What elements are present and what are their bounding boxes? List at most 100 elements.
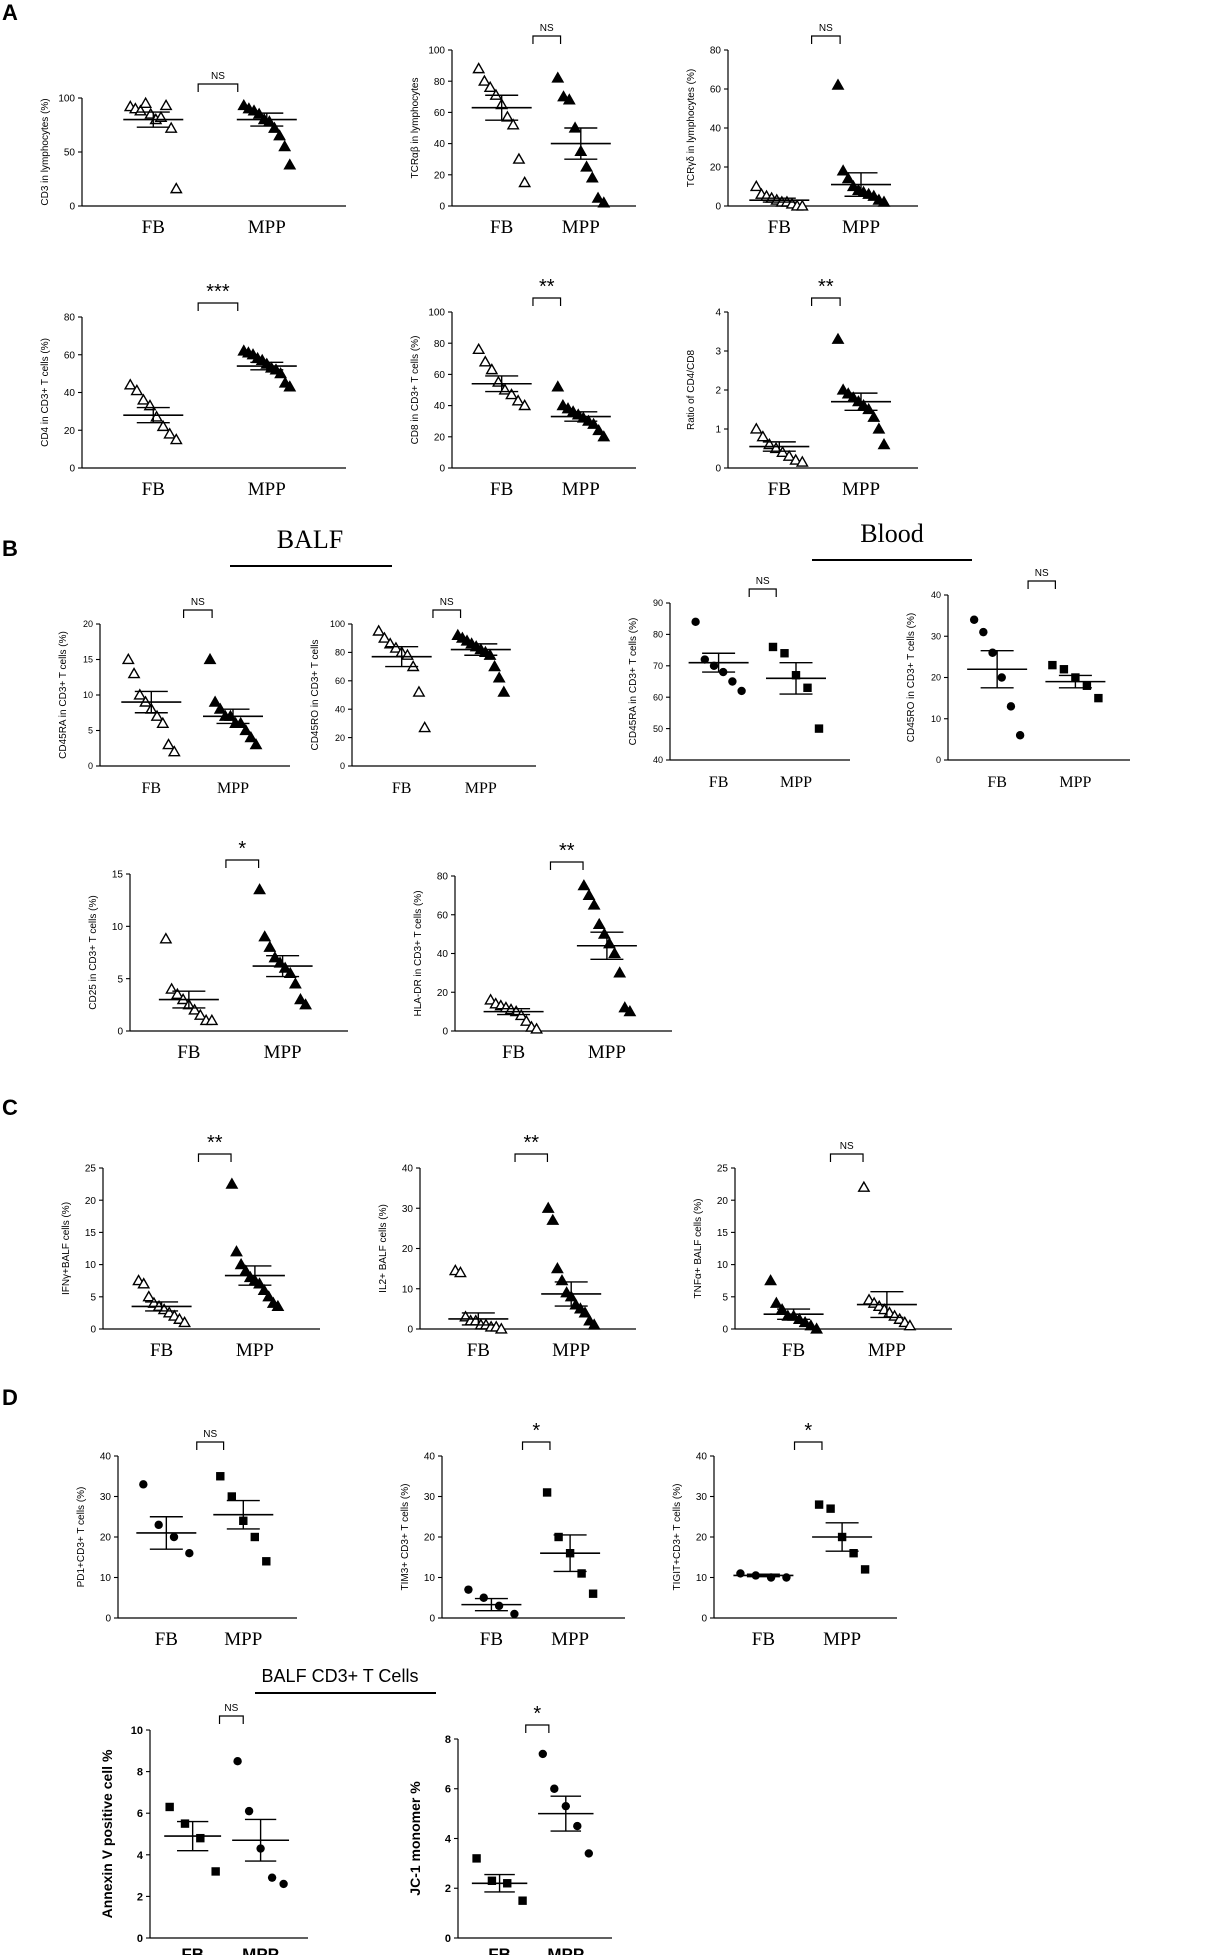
significance-label: NS: [540, 23, 554, 34]
data-point: [814, 1500, 824, 1509]
data-point: [518, 1896, 527, 1905]
data-point: [768, 642, 778, 652]
data-point: [551, 71, 565, 83]
data-point: [530, 1022, 543, 1034]
significance-label: NS: [840, 1141, 854, 1152]
x-category-label: MPP: [551, 1629, 589, 1650]
y-tick-label: 0: [445, 1933, 451, 1945]
data-point: [1048, 660, 1057, 670]
plot-b1: 0 5 10 15 20 CD45RA in CD3+ T cells (%) FB MPP N…: [58, 597, 290, 797]
x-category-label: FB: [768, 479, 791, 500]
y-axis-label: CD3 in lymphocytes (%): [40, 98, 51, 205]
data-point: [268, 121, 281, 133]
panel-label-a: A: [2, 0, 18, 25]
data-point: [709, 661, 719, 670]
y-tick-label: 40: [402, 1164, 414, 1175]
significance-bracket: [218, 1715, 244, 1724]
y-tick-label: 5: [90, 1292, 96, 1303]
data-point: [472, 1854, 481, 1863]
data-point: [485, 363, 499, 375]
data-point: [860, 1565, 870, 1574]
data-point: [294, 992, 307, 1005]
data-point: [156, 419, 170, 432]
y-tick-label: 0: [105, 1614, 111, 1625]
y-tick-label: 0: [936, 755, 941, 765]
x-category-label: FB: [142, 479, 165, 500]
significance-label: **: [559, 840, 575, 862]
y-tick-label: 50: [64, 148, 76, 159]
data-point: [587, 417, 600, 429]
y-axis-label: CD45RO in CD3+ T cells: [310, 639, 321, 750]
data-point: [170, 987, 184, 999]
y-axis-label: IFNγ+BALF cells (%): [61, 1202, 72, 1295]
data-point: [299, 998, 313, 1010]
y-tick-label: 6: [445, 1784, 451, 1796]
y-tick-label: 6: [137, 1808, 143, 1820]
plot-d1: 0 10 20 30 40 PD1+CD3+ T cells (%) FB MPP NS: [76, 1429, 297, 1650]
y-tick-label: 100: [428, 308, 445, 319]
y-tick-label: 70: [653, 661, 663, 671]
data-point: [511, 394, 525, 406]
y-tick-label: 25: [717, 1164, 729, 1175]
data-point: [737, 686, 746, 696]
data-point: [180, 1819, 190, 1828]
data-point: [554, 1532, 563, 1542]
data-point: [877, 437, 891, 450]
x-category-label: MPP: [248, 217, 286, 238]
x-category-label: FB: [181, 1945, 204, 1955]
data-point: [803, 683, 812, 692]
significance-label: *: [238, 838, 246, 860]
data-point: [257, 1283, 271, 1295]
plot-c1: 0 5 10 15 20 25 IFNγ+BALF cells (%) FB MPP **: [61, 1132, 320, 1361]
y-tick-label: 8: [445, 1734, 451, 1746]
data-point: [550, 1262, 564, 1274]
x-category-label: MPP: [217, 780, 249, 797]
data-point: [216, 1472, 225, 1481]
y-tick-label: 80: [710, 46, 722, 57]
data-point: [472, 62, 486, 74]
y-tick-label: 80: [335, 648, 345, 658]
data-point: [1006, 702, 1016, 711]
y-tick-label: 0: [439, 464, 445, 475]
data-point: [541, 1201, 555, 1213]
data-point: [700, 655, 709, 664]
significance-label: NS: [211, 71, 225, 82]
data-point: [597, 927, 611, 939]
y-tick-label: 60: [434, 108, 446, 119]
data-point: [795, 199, 809, 211]
x-category-label: MPP: [248, 479, 286, 500]
data-point: [862, 402, 876, 415]
significance-label: **: [539, 276, 555, 298]
data-point: [372, 624, 386, 636]
y-tick-label: 60: [437, 910, 449, 921]
y-tick-label: 30: [931, 631, 941, 641]
data-point: [1082, 681, 1092, 690]
y-axis-label: CD4 in CD3+ T cells (%): [40, 338, 51, 447]
y-tick-label: 80: [437, 872, 449, 883]
significance-label: **: [523, 1132, 539, 1154]
plot-b2: 0 20 40 60 80 100 CD45RO in CD3+ T cells FB MPP N…: [310, 597, 536, 797]
y-tick-label: 40: [434, 401, 446, 412]
data-point: [538, 1749, 547, 1759]
significance-bracket: [432, 609, 462, 618]
significance-bracket: [532, 297, 562, 306]
y-tick-label: 40: [653, 755, 663, 765]
data-point: [597, 430, 611, 442]
y-tick-label: 30: [696, 1492, 708, 1503]
y-tick-label: 20: [100, 1533, 112, 1544]
significance-bracket: [514, 1153, 549, 1162]
y-tick-label: 20: [402, 1244, 414, 1255]
y-tick-label: 20: [85, 1196, 97, 1207]
data-point: [587, 1318, 601, 1330]
data-point: [127, 667, 141, 679]
y-axis-label: TCRγδ in lymphocytes (%): [686, 69, 697, 187]
data-point: [271, 1299, 285, 1312]
x-category-label: FB: [142, 780, 162, 797]
y-tick-label: 0: [88, 761, 93, 771]
data-point: [826, 1504, 835, 1513]
x-category-label: FB: [709, 774, 729, 791]
plot-a3: 0 20 40 60 80 TCRγδ in lymphocytes (%) FB MPP NS: [686, 23, 918, 238]
y-tick-label: 40: [424, 1452, 436, 1463]
data-point: [728, 677, 737, 686]
plot-a2: 0 20 40 60 80 100 TCRαβ in lymphocytes FB MPP NS: [410, 23, 636, 238]
